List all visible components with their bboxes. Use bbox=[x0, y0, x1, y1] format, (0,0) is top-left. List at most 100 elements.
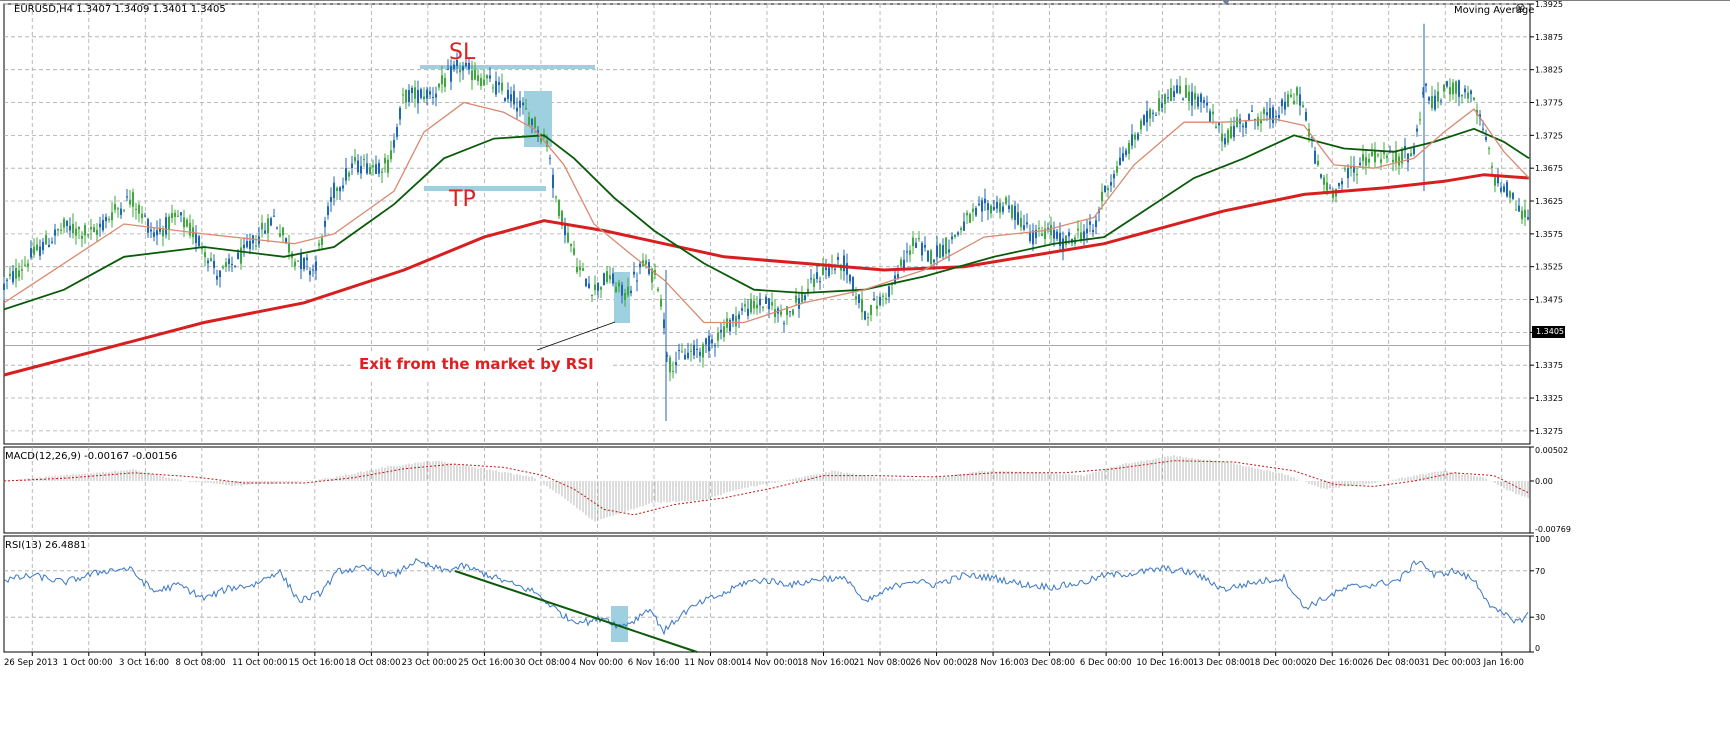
candle-body bbox=[114, 204, 116, 210]
candle-body bbox=[261, 223, 263, 230]
candle-body bbox=[15, 267, 17, 279]
candle-body bbox=[396, 127, 398, 137]
candle-body bbox=[612, 273, 614, 284]
candle-body bbox=[1110, 182, 1112, 186]
candle-body bbox=[318, 243, 320, 246]
candle-body bbox=[1224, 137, 1226, 145]
candle-body bbox=[438, 83, 440, 88]
candle-body bbox=[1242, 125, 1244, 128]
candle-body bbox=[93, 227, 95, 233]
candle-body bbox=[1509, 191, 1511, 198]
candle-body bbox=[126, 196, 128, 198]
candle-body bbox=[1053, 229, 1055, 239]
price-tick-label: 1.3275 bbox=[1535, 427, 1563, 436]
candle-body bbox=[702, 344, 704, 358]
candle-body bbox=[1512, 193, 1514, 199]
candle-body bbox=[945, 237, 947, 254]
candle-body bbox=[54, 229, 56, 236]
candle-body bbox=[1035, 229, 1037, 239]
axes-layer: 1.3925 1.3875 1.3825 1.3775 1.3725 1.3675 1.36… bbox=[4, 0, 1571, 668]
candle-body bbox=[204, 252, 206, 257]
time-tick-label: 21 Nov 08:00 bbox=[854, 658, 911, 668]
candle-body bbox=[795, 295, 797, 303]
candle-body bbox=[1059, 232, 1061, 246]
candle-body bbox=[669, 357, 671, 373]
candle-body bbox=[978, 203, 980, 206]
candle-body bbox=[21, 269, 23, 271]
candle-body bbox=[1092, 229, 1094, 233]
candle-body bbox=[738, 314, 740, 320]
candle-body bbox=[1356, 173, 1358, 176]
candle-body bbox=[1479, 114, 1481, 119]
close-icon[interactable]: ⊗ bbox=[1515, 1, 1526, 16]
candle-body bbox=[597, 282, 599, 291]
candle-body bbox=[822, 267, 824, 276]
candle-body bbox=[867, 316, 869, 318]
macd-tick-label: -0.00769 bbox=[1535, 525, 1571, 534]
candle-body bbox=[1266, 112, 1268, 116]
price-tick-label: 1.3525 bbox=[1535, 263, 1563, 272]
candle-body bbox=[870, 304, 872, 315]
candle-body bbox=[390, 150, 392, 160]
candle-body bbox=[417, 89, 419, 104]
candle-body bbox=[624, 292, 626, 300]
candle-body bbox=[987, 203, 989, 211]
scroll-marker-icon[interactable] bbox=[1222, 0, 1230, 5]
macd-tick-label: 0.00502 bbox=[1535, 446, 1568, 455]
candle-body bbox=[1458, 80, 1460, 97]
candle-body bbox=[1440, 100, 1442, 102]
candle-body bbox=[1176, 85, 1178, 94]
time-tick-label: 30 Oct 08:00 bbox=[515, 658, 570, 668]
candle-body bbox=[1350, 166, 1352, 169]
candle-body bbox=[123, 210, 125, 212]
candle-body bbox=[1188, 91, 1190, 102]
candle-body bbox=[1332, 190, 1334, 199]
candle-body bbox=[510, 94, 512, 102]
candle-body bbox=[1386, 155, 1388, 158]
candle-body bbox=[84, 225, 86, 236]
time-tick-label: 26 Sep 2013 bbox=[4, 658, 58, 668]
time-tick-label: 28 Nov 16:00 bbox=[967, 658, 1024, 668]
candle-body bbox=[1383, 150, 1385, 155]
candle-body bbox=[150, 229, 152, 232]
candle-body bbox=[981, 200, 983, 212]
candle-body bbox=[108, 218, 110, 220]
time-tick-label: 25 Oct 16:00 bbox=[458, 658, 513, 668]
candle-body bbox=[1281, 99, 1283, 107]
exit-pointer-line bbox=[536, 321, 616, 351]
candle-body bbox=[1185, 85, 1187, 98]
candle-body bbox=[957, 232, 959, 235]
candle-body bbox=[879, 296, 881, 306]
candle-body bbox=[1500, 187, 1502, 192]
candle-body bbox=[57, 228, 59, 231]
candle-body bbox=[639, 263, 641, 268]
candle-body bbox=[165, 217, 167, 235]
candle-body bbox=[117, 208, 119, 210]
candle-body bbox=[144, 215, 146, 217]
candle-body bbox=[1296, 87, 1298, 96]
rsi-tick-label: 0 bbox=[1535, 644, 1540, 653]
candle-body bbox=[279, 233, 281, 237]
candle-body bbox=[327, 206, 329, 216]
candle-body bbox=[60, 229, 62, 231]
candle-body bbox=[141, 213, 143, 219]
time-tick-label: 20 Dec 16:00 bbox=[1306, 658, 1363, 668]
candle-body bbox=[939, 244, 941, 259]
candle-body bbox=[1236, 117, 1238, 127]
candle-body bbox=[12, 271, 14, 283]
candle-body bbox=[1371, 152, 1373, 157]
candle-body bbox=[453, 64, 455, 69]
candle-body bbox=[819, 281, 821, 283]
candle-body bbox=[474, 69, 476, 80]
candle-body bbox=[774, 309, 776, 318]
candle-body bbox=[1002, 206, 1004, 212]
candle-body bbox=[660, 298, 662, 307]
candle-body bbox=[381, 171, 383, 173]
candle-body bbox=[906, 251, 908, 253]
grid-layer bbox=[0, 0, 1730, 653]
candle-body bbox=[1431, 96, 1433, 109]
candle-body bbox=[882, 295, 884, 297]
candle-body bbox=[1482, 128, 1484, 130]
